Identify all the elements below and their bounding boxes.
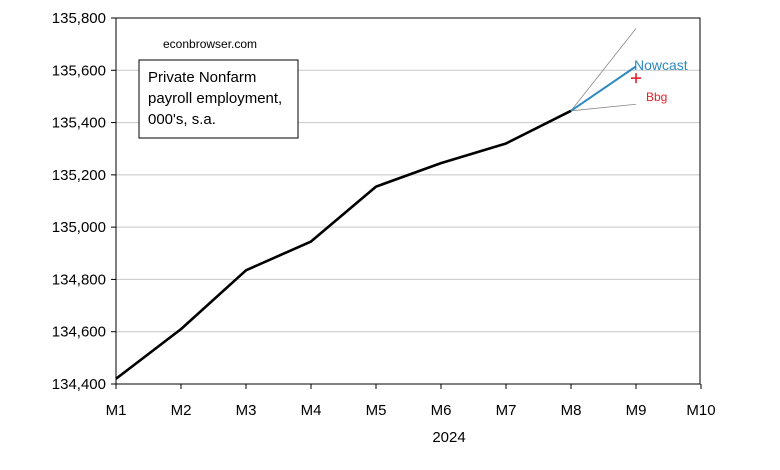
description-line-3: 000's, s.a.	[148, 111, 216, 128]
x-axis: M1 M2 M3 M4 M5 M6 M7 M8 M9 M10	[106, 384, 716, 419]
description-line-1: Private Nonfarm	[148, 69, 256, 86]
upper-band-line	[570, 28, 637, 112]
x-tick-label: M1	[106, 402, 127, 419]
y-tick-label: 135,600	[52, 62, 106, 79]
x-tick-label: M4	[301, 402, 322, 419]
nowcast-line	[570, 65, 637, 112]
lower-band-line	[570, 103, 637, 112]
y-tick-label: 135,200	[52, 167, 106, 184]
description-line-2: payroll employment,	[148, 90, 282, 107]
year-label: 2024	[432, 429, 465, 446]
x-tick-label: M8	[561, 402, 582, 419]
x-tick-label: M5	[366, 402, 387, 419]
description-box	[138, 59, 299, 139]
bbg-label: Bbg	[646, 90, 667, 104]
x-tick-label: M3	[236, 402, 257, 419]
y-tick-label: 135,000	[52, 219, 106, 236]
x-tick-label: M7	[496, 402, 517, 419]
plot-frame	[115, 17, 701, 385]
y-tick-label: 134,600	[52, 324, 106, 341]
x-tick-label: M9	[626, 402, 647, 419]
y-tick-label: 135,400	[52, 115, 106, 132]
y-axis: 134,400 134,600 134,800 135,000 135,200 135,4…	[52, 10, 116, 393]
x-tick-label: M10	[686, 402, 715, 419]
employment-line	[115, 109, 572, 380]
annotations: econbrowser.com Private Nonfarm payroll …	[138, 37, 688, 446]
series-layer	[115, 28, 637, 380]
y-tick-label: 134,800	[52, 271, 106, 288]
x-tick-label: M6	[431, 402, 452, 419]
marker-layer	[631, 73, 641, 84]
y-tick-label: 134,400	[52, 376, 106, 393]
x-tick-label: M2	[171, 402, 192, 419]
nowcast-label: Nowcast	[634, 57, 688, 73]
watermark-text: econbrowser.com	[163, 37, 257, 51]
y-tick-label: 135,800	[52, 10, 106, 27]
